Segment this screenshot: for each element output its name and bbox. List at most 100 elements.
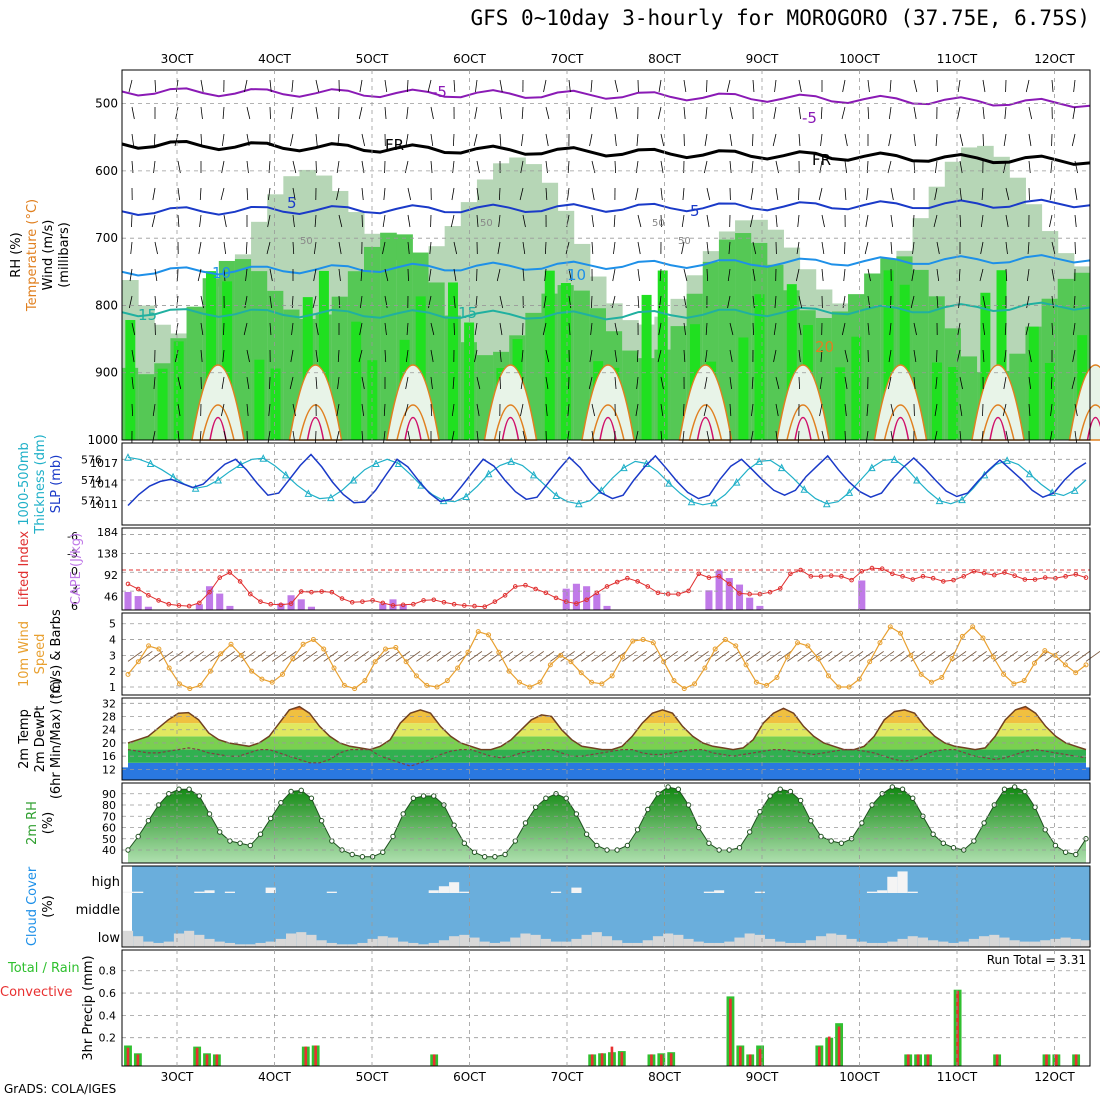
lifted-index-marker bbox=[349, 600, 355, 605]
wind-barb bbox=[244, 79, 248, 93]
x-date-label-bottom: 11OCT bbox=[937, 1070, 978, 1084]
rh-shade bbox=[234, 259, 252, 440]
wind-barb bbox=[128, 79, 133, 93]
wind-speed-marker bbox=[949, 656, 955, 662]
cloud-bar bbox=[459, 891, 470, 893]
wind-barb bbox=[848, 651, 864, 662]
wind-barb bbox=[933, 214, 938, 228]
y-tick-label: 50 bbox=[102, 833, 116, 846]
rh-marker bbox=[308, 795, 315, 801]
isotherm-minus5 bbox=[121, 87, 1091, 109]
lifted-index-marker bbox=[462, 603, 467, 608]
cloud-bar bbox=[632, 942, 643, 947]
wind-barb bbox=[452, 376, 455, 390]
wind-speed-marker bbox=[722, 637, 728, 643]
wind-barb bbox=[1074, 214, 1077, 228]
rh-marker bbox=[257, 831, 264, 837]
wind-barb bbox=[681, 241, 685, 255]
wind-barb bbox=[660, 133, 665, 147]
x-date-label-top: 7OCT bbox=[551, 52, 584, 66]
wind-barb bbox=[476, 214, 479, 228]
wind-speed-marker bbox=[599, 681, 605, 687]
rh-marker bbox=[217, 829, 223, 835]
wind-barb bbox=[704, 376, 708, 390]
thickness-marker bbox=[958, 495, 966, 504]
wind-speed-marker bbox=[341, 682, 347, 688]
rh-marker bbox=[563, 795, 569, 801]
temp-fill-band bbox=[128, 706, 1086, 710]
wind-barb bbox=[521, 133, 524, 147]
wind-barb bbox=[703, 160, 708, 174]
wind-barb bbox=[1085, 651, 1100, 662]
wind-speed-marker bbox=[506, 668, 512, 674]
x-date-label-bottom: 10OCT bbox=[839, 1070, 880, 1084]
wind-barb bbox=[683, 79, 687, 93]
wind-barb bbox=[430, 376, 433, 390]
y-tick-label: 32 bbox=[102, 697, 116, 710]
wind-barb bbox=[453, 79, 456, 93]
lifted-index-marker bbox=[574, 601, 579, 606]
wind-barb bbox=[958, 268, 961, 282]
contour-label: 50 bbox=[678, 236, 691, 247]
wind-barb bbox=[936, 349, 938, 363]
lifted-index-marker bbox=[859, 568, 865, 574]
rh-marker bbox=[665, 784, 671, 790]
wind-barb bbox=[591, 430, 595, 444]
wind-barb bbox=[936, 295, 939, 309]
x-date-label-top: 3OCT bbox=[161, 52, 194, 66]
wind-barb bbox=[591, 241, 594, 255]
rh-marker bbox=[675, 786, 682, 792]
wind-speed-marker bbox=[269, 679, 275, 685]
wind-barb bbox=[1074, 241, 1076, 255]
rh-marker bbox=[1032, 804, 1038, 810]
y-tick-left: 572 bbox=[81, 495, 102, 508]
rh-marker bbox=[543, 795, 549, 801]
lifted-index-marker bbox=[788, 571, 793, 577]
wind-speed-marker bbox=[166, 665, 172, 671]
wind-barb bbox=[776, 651, 792, 662]
lifted-index-marker bbox=[288, 601, 294, 606]
rh-shade bbox=[786, 284, 797, 440]
cloud-bar bbox=[1019, 941, 1030, 947]
axis-label: 1000-500mb bbox=[17, 442, 32, 526]
rh-marker bbox=[910, 795, 916, 801]
wind-barb bbox=[197, 268, 202, 282]
contour-label: -5 bbox=[432, 83, 447, 101]
precip-conv-bar bbox=[650, 1054, 653, 1066]
thickness-marker bbox=[710, 498, 718, 507]
wind-barb bbox=[199, 187, 202, 201]
cloud-bar bbox=[754, 934, 765, 947]
wind-barb bbox=[223, 241, 227, 255]
wind-barb bbox=[261, 651, 277, 662]
lifted-index-marker bbox=[492, 599, 498, 604]
x-date-label-bottom: 4OCT bbox=[258, 1070, 291, 1084]
cloud-bar bbox=[163, 941, 174, 947]
cloud-bar bbox=[805, 940, 816, 947]
y-tick-label: 800 bbox=[95, 298, 118, 312]
wind-barb bbox=[795, 268, 800, 282]
rh-marker bbox=[981, 820, 987, 826]
cloud-bar bbox=[785, 942, 796, 947]
wind-barb bbox=[222, 349, 225, 363]
contour-label: 20 bbox=[815, 338, 834, 356]
wind-barb bbox=[982, 79, 986, 93]
wind-barb bbox=[706, 79, 708, 93]
rh-marker bbox=[369, 854, 376, 860]
cape-bar bbox=[746, 597, 754, 610]
lifted-index-marker bbox=[696, 571, 702, 577]
y-tick-left: -6 bbox=[67, 530, 78, 543]
wind-speed-marker bbox=[918, 671, 924, 677]
wind-barb bbox=[269, 79, 272, 93]
wind-barb bbox=[130, 241, 133, 255]
rh-marker bbox=[1073, 851, 1079, 858]
wind-barb bbox=[913, 133, 916, 147]
y-tick-right: 1014 bbox=[90, 477, 118, 490]
rh-shade bbox=[428, 282, 446, 440]
rh-marker bbox=[451, 822, 457, 828]
wind-barb bbox=[361, 403, 365, 417]
wind-barb bbox=[292, 403, 296, 417]
wind-speed-marker bbox=[1031, 660, 1037, 666]
rh-marker bbox=[940, 840, 947, 846]
wind-barb bbox=[221, 160, 225, 174]
